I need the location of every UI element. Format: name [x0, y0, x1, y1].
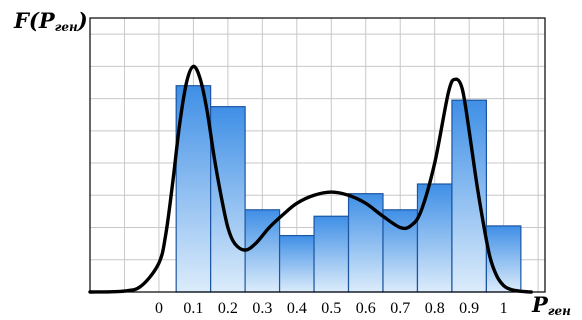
histogram-bar-2	[210, 106, 246, 293]
x-axis-label: Pген	[532, 292, 571, 318]
x-tick-label-10: 1	[500, 300, 508, 317]
x-tick-label-8: 0.8	[425, 300, 445, 317]
histogram-bar-4	[278, 234, 315, 293]
y-axis-label: F(Pген)	[14, 8, 88, 34]
x-tick-label-3: 0.3	[252, 300, 272, 317]
histogram-bar-7	[382, 209, 419, 293]
plot-frame	[89, 17, 546, 293]
x-tick-label-7: 0.7	[390, 300, 410, 317]
histogram-bar-6	[347, 193, 384, 293]
x-tick-label-9: 0.9	[459, 300, 479, 317]
x-tick-label-2: 0.2	[218, 300, 238, 317]
x-tick-label-0: 0	[155, 300, 163, 317]
histogram-bar-8	[416, 183, 453, 293]
x-tick-label-6: 0.6	[356, 300, 376, 317]
density-curve	[88, 64, 533, 294]
histogram-bar-5	[313, 215, 350, 293]
histogram-bars	[175, 85, 522, 293]
x-tick-label-1: 0.1	[183, 300, 203, 317]
x-tick-label-5: 0.5	[321, 300, 341, 317]
x-tick-labels: 0 0.1 0.2 0.3 0.4 0.5 0.6 0.7 0.8 0.9 1	[155, 300, 508, 317]
x-tick-label-4: 0.4	[287, 300, 307, 317]
